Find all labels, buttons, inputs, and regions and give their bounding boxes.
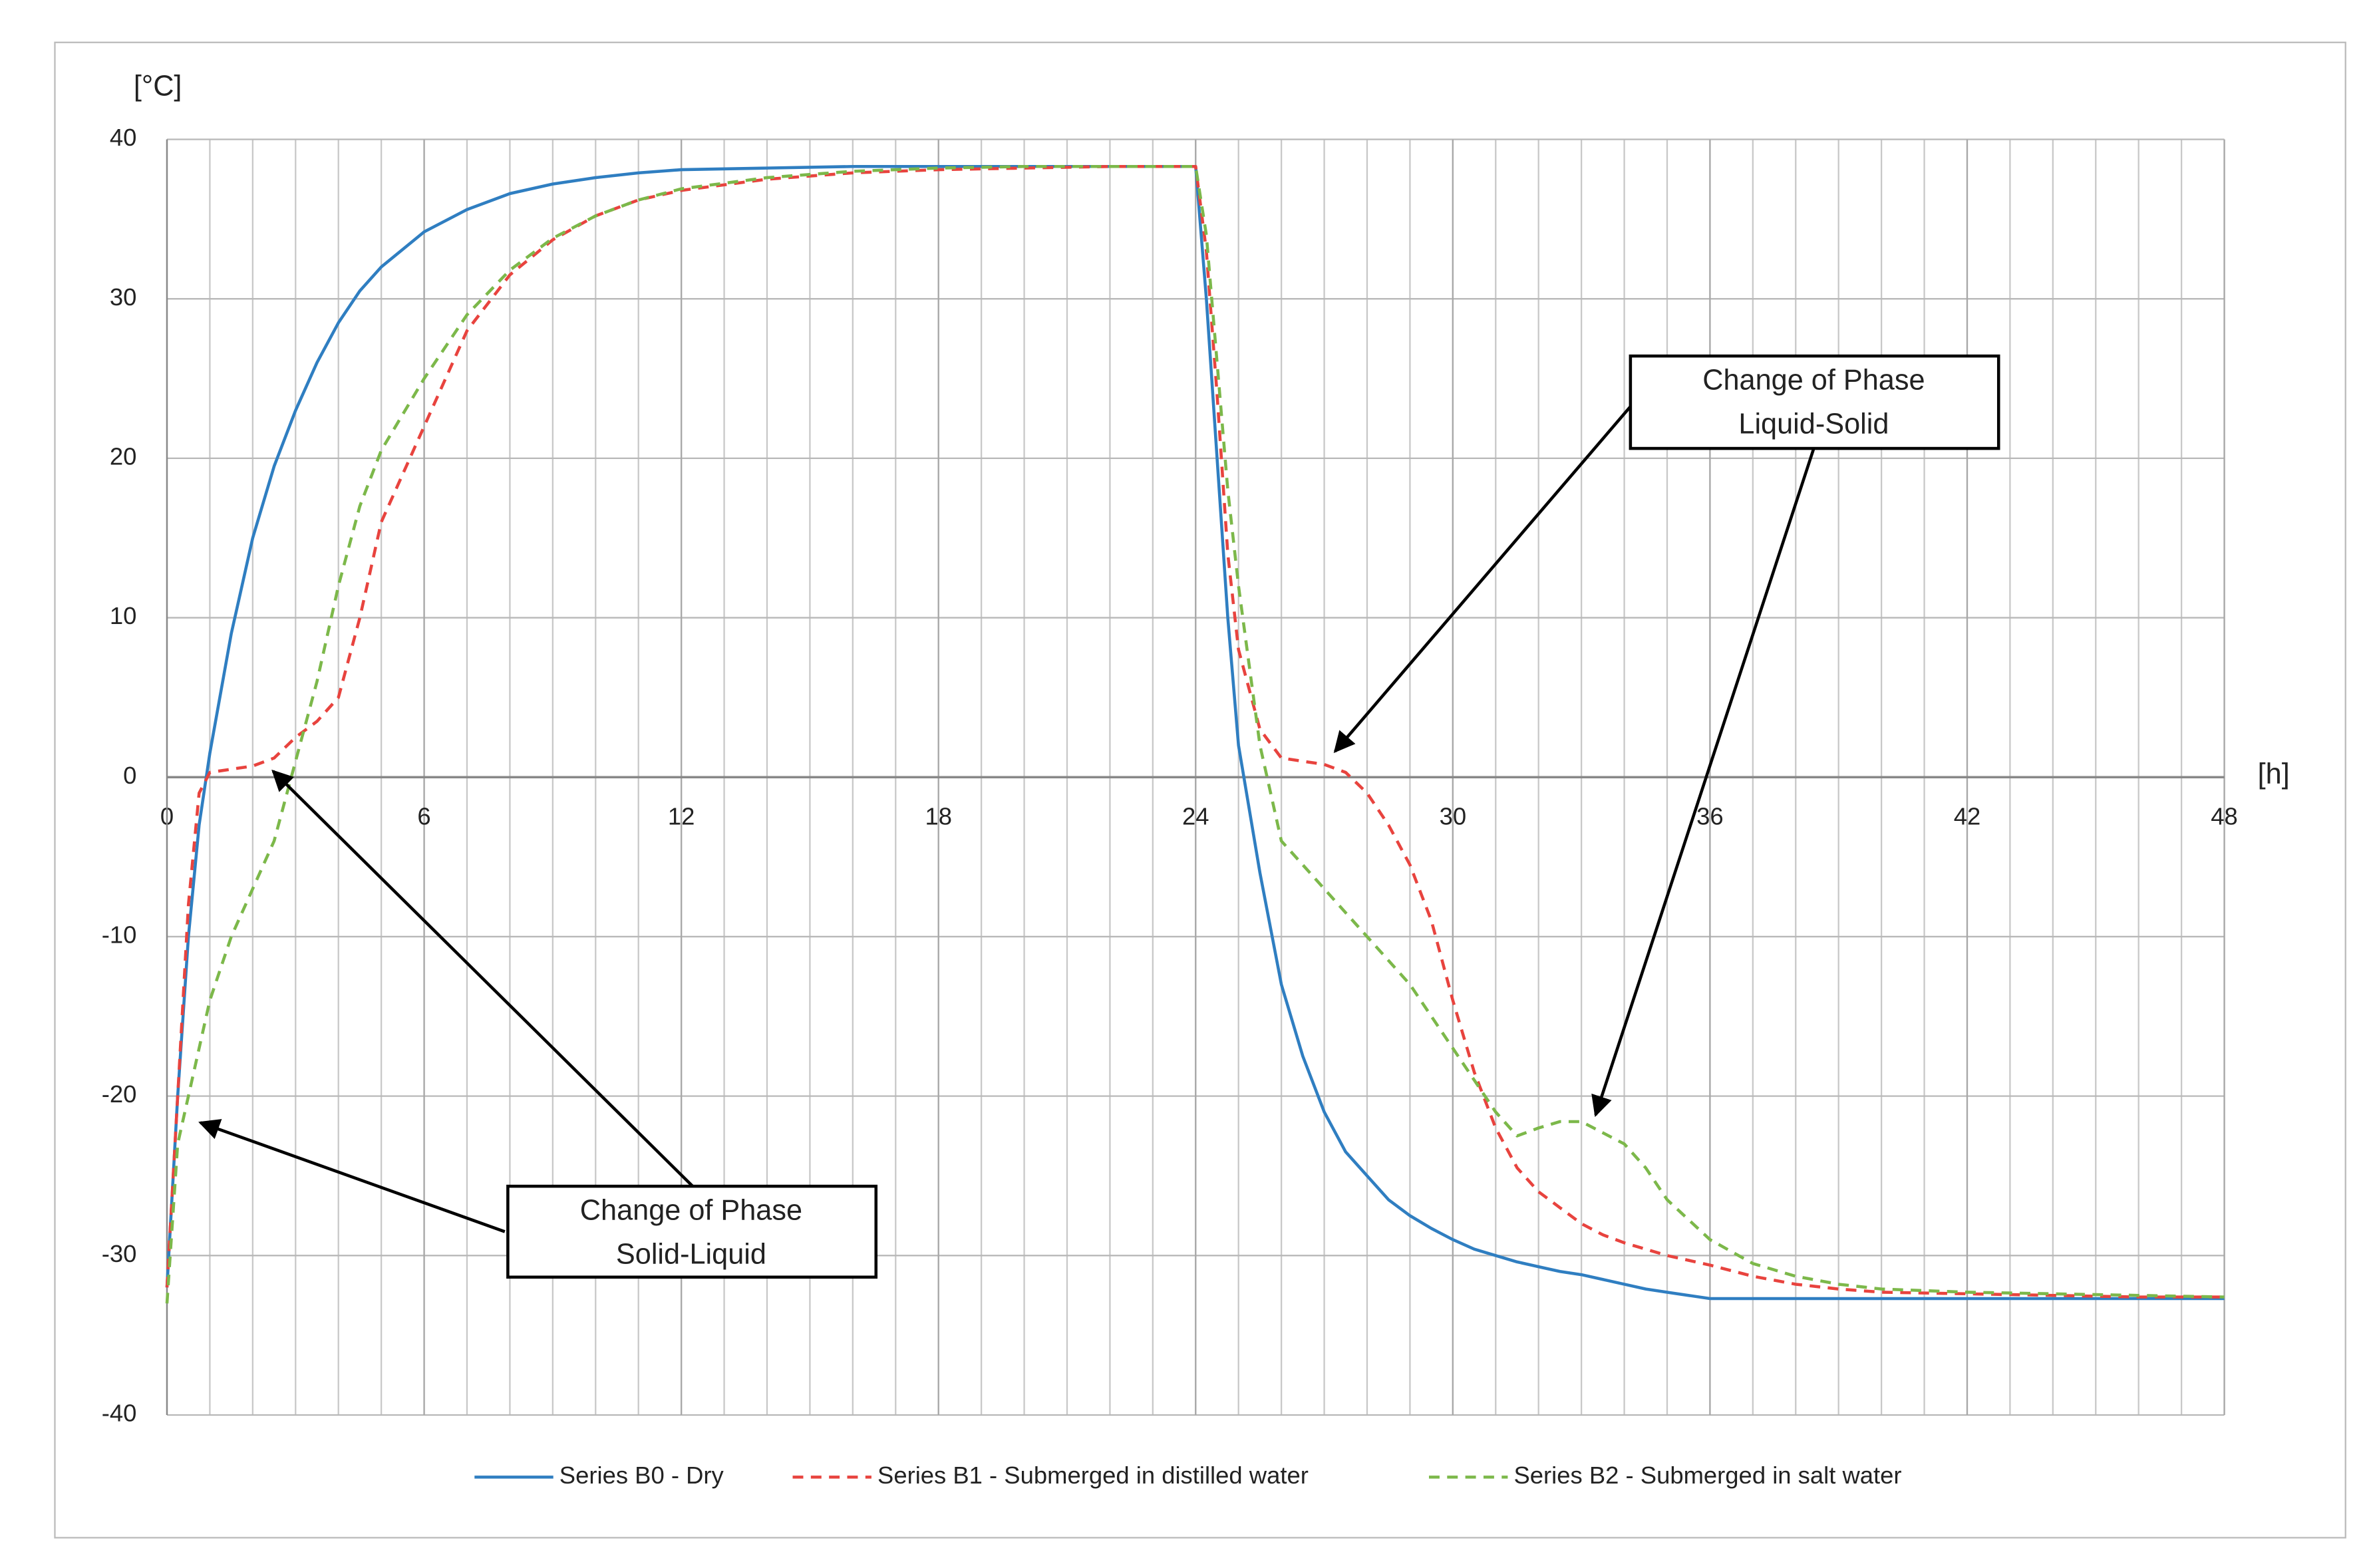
legend-label: Series B0 - Dry [559,1462,724,1489]
chart-border [54,41,2346,1539]
legend-label: Series B2 - Submerged in salt water [1514,1462,1902,1489]
x-tick-label: 6 [417,802,430,830]
annotation-box [1629,354,2000,450]
legend: Series B0 - Dry Series B1 - Submerged in … [474,1462,1902,1489]
y-tick-label: 20 [110,443,137,470]
y-tick-label: -40 [102,1400,137,1427]
y-tick-label: 40 [110,124,137,151]
series-line [165,164,2225,1299]
annotation-text: Change of Phase [580,1194,802,1226]
annotation: Change of Phase Liquid-Solid [1333,354,2000,1118]
x-tick-label: 18 [925,802,952,830]
annotation-text: Liquid-Solid [1738,408,1889,440]
x-tick-label: 48 [2211,802,2238,830]
annotation: Change of Phase Solid-Liquid [198,769,878,1279]
y-tick-label: -10 [102,921,137,949]
x-axis-label: [h] [2258,758,2290,790]
arrow [198,1119,506,1233]
series-line [165,164,2225,1304]
arrow [1591,448,1815,1118]
x-tick-label: 30 [1440,802,1467,830]
y-tick-label: -20 [102,1080,137,1108]
legend-label: Series B1 - Submerged in distilled water [877,1462,1309,1489]
y-axis-label: [°C] [134,71,182,102]
annotation-text: Solid-Liquid [616,1238,766,1270]
annotation-text: Change of Phase [1702,364,1925,396]
annotation-box [506,1184,878,1279]
y-tick-label: 0 [123,762,136,789]
x-tick-label: 36 [1696,802,1724,830]
x-tick-label: 42 [1954,802,1981,830]
arrow [271,769,694,1187]
arrow [1333,402,1635,753]
plot-lines [165,164,2225,1304]
x-tick-label: 12 [668,802,695,830]
y-tick-label: -30 [102,1240,137,1267]
series-line [165,164,2225,1301]
x-tick-label: 24 [1182,802,1209,830]
y-tick-label: 10 [110,602,137,629]
y-tick-label: 30 [110,283,137,311]
